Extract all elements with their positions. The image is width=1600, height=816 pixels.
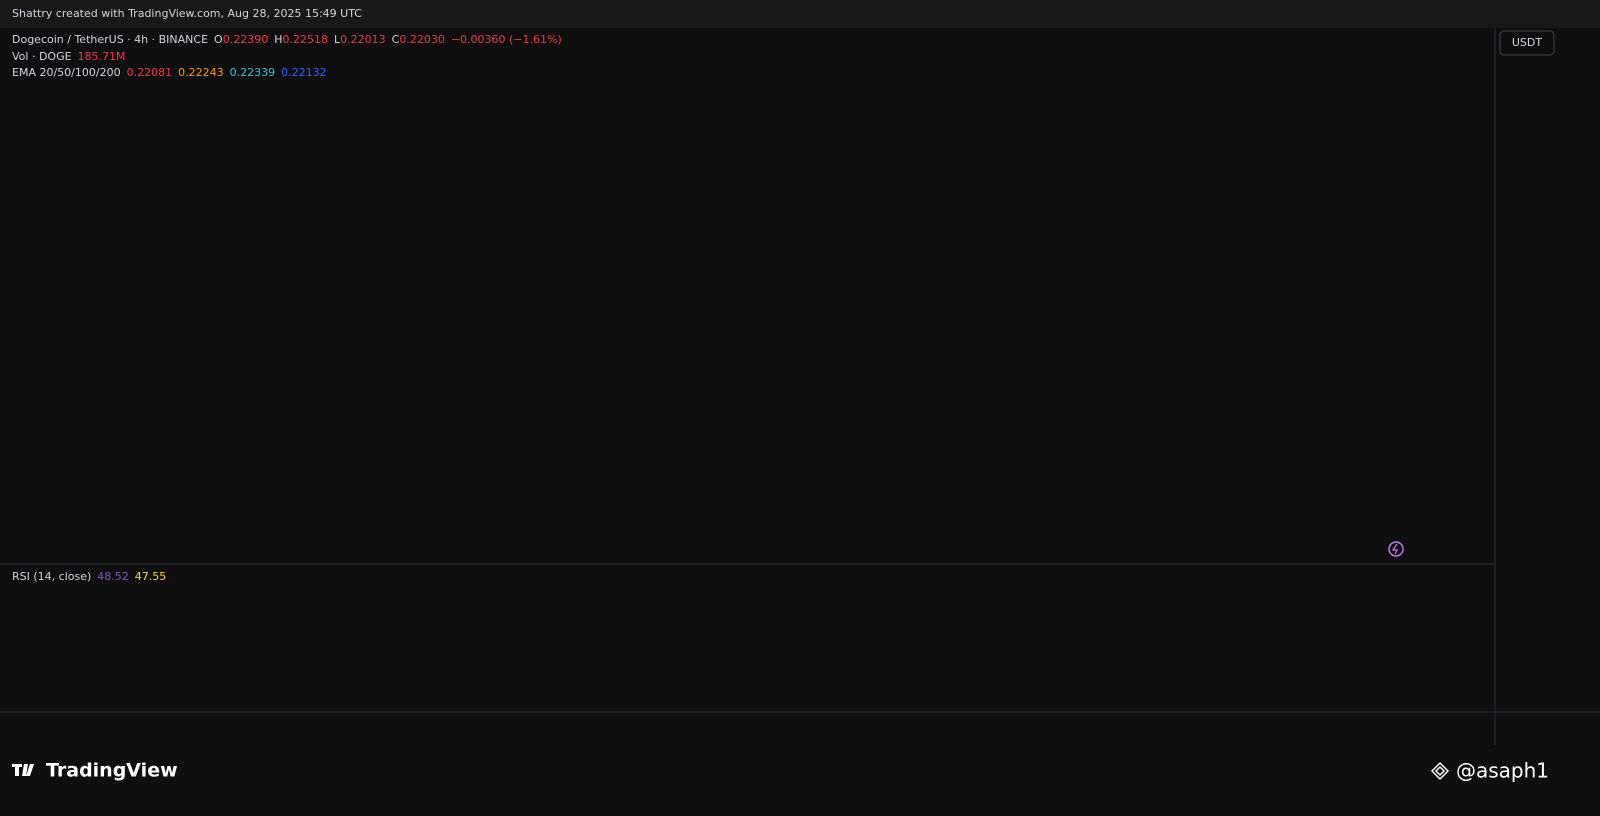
tv-logo <box>12 764 34 776</box>
close: 0.22030 <box>399 33 445 46</box>
rsi-name: RSI (14, close) <box>12 570 92 583</box>
high: 0.22518 <box>282 33 329 46</box>
rsi-value: 48.52 <box>97 570 129 583</box>
o-key: O <box>214 33 223 46</box>
currency[interactable]: USDT <box>1512 36 1543 49</box>
low: 0.22013 <box>340 33 386 46</box>
ema-name: EMA 20/50/100/200 <box>12 66 121 79</box>
c-key: C <box>391 33 400 46</box>
currency-button[interactable] <box>1499 30 1555 56</box>
l-key: L <box>334 33 341 46</box>
ema-value: 0.22339 <box>229 66 276 79</box>
legend-symbol-row: Dogecoin / TetherUS · 4h · BINANCE O0.22… <box>12 33 562 46</box>
credit: Shattry created with TradingView.com, Au… <box>12 7 362 20</box>
legend-ema-row: EMA 20/50/100/200 0.22081 0.22243 0.22339 0… <box>12 66 327 79</box>
vol-name: Vol · DOGE <box>12 50 72 63</box>
rsi-ma-value: 47.55 <box>134 570 167 583</box>
open: 0.22390 <box>222 33 269 46</box>
ema-value: 0.22081 <box>126 66 173 79</box>
alert-icon[interactable] <box>1388 541 1404 557</box>
author-icon <box>1430 761 1450 781</box>
legend-rsi-row: RSI (14, close) 48.52 47.55 <box>12 570 166 583</box>
author: @asaph1 <box>1456 759 1549 783</box>
alert-bolt <box>1391 543 1399 555</box>
h-key: H <box>274 33 283 46</box>
symbol: Dogecoin / TetherUS · 4h · BINANCE <box>12 33 209 46</box>
top-bar <box>0 0 1600 28</box>
brand: TradingView <box>46 760 178 782</box>
ema-value: 0.22132 <box>281 66 327 79</box>
vol-value: 185.71M <box>77 50 126 63</box>
ema-value: 0.22243 <box>178 66 224 79</box>
change: −0.00360 (−1.61%) <box>450 33 562 46</box>
legend-vol-row: Vol · DOGE 185.71M <box>12 50 126 63</box>
